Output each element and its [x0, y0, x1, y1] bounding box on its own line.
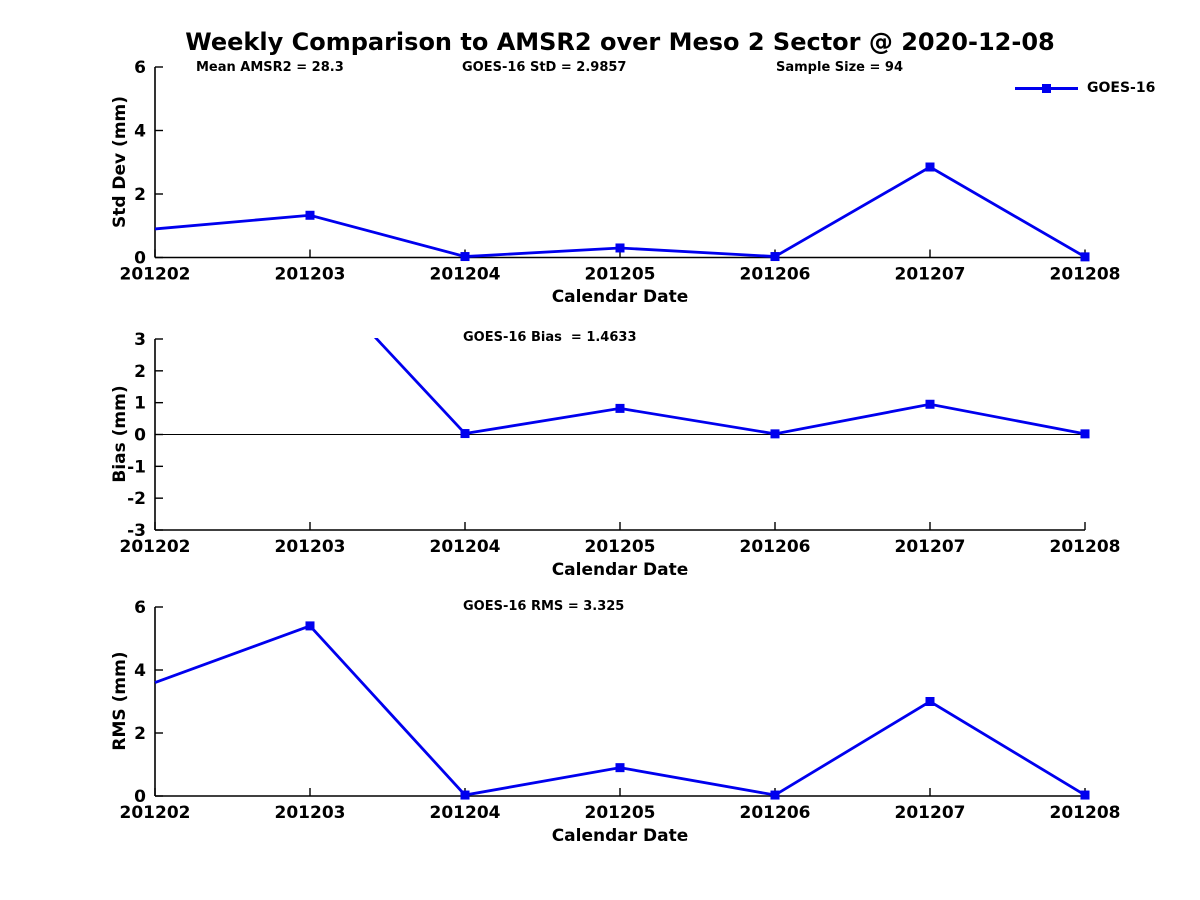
- x-tick-label: 201206: [740, 803, 811, 823]
- x-tick-label: 201203: [275, 803, 346, 823]
- data-point-marker: [615, 243, 625, 253]
- yaxis-label-stddev: Std Dev (mm): [110, 95, 130, 229]
- legend-square-marker-icon: [1042, 84, 1051, 93]
- y-tick-label: 6: [134, 58, 146, 78]
- annotation-goes16-bias: GOES-16 Bias = 1.4633: [463, 330, 637, 345]
- subplot-3: 201202 201203 201204 201205 201206 201207 2012…: [120, 598, 1121, 823]
- page-title: Weekly Comparison to AMSR2 over Meso 2 S…: [185, 28, 1055, 56]
- data-point-marker: [770, 429, 780, 439]
- y-tick-label: 2: [134, 724, 146, 744]
- x-tick-label: 201206: [740, 537, 811, 557]
- series-line-goes-16: [154, 165, 1086, 259]
- data-point-marker: [305, 210, 315, 220]
- subplot-1: 201202 201203 201204 201205 201206 201207 2012…: [120, 58, 1121, 285]
- y-tick-label: 2: [134, 362, 146, 382]
- data-point-marker: [770, 252, 780, 262]
- x-tick-label: 201202: [120, 265, 191, 285]
- subplot-2: 201202 201203 201204 201205 201206 201207 2012…: [120, 330, 1121, 557]
- x-tick-label: 201202: [120, 537, 191, 557]
- y-tick-label: 3: [134, 330, 146, 350]
- x-tick-label: 201204: [430, 265, 501, 285]
- y-tick-label: 2: [134, 185, 146, 205]
- data-point-marker: [460, 252, 470, 262]
- data-point-marker: [460, 429, 470, 439]
- yaxis-label-rms: RMS (mm): [110, 651, 130, 751]
- data-point-marker: [305, 621, 315, 631]
- y-tick-label: 4: [134, 661, 146, 681]
- data-point-marker: [925, 399, 935, 409]
- legend: GOES-16: [1015, 80, 1155, 96]
- x-tick-label: 201204: [430, 803, 501, 823]
- y-tick-label: -1: [127, 457, 146, 477]
- x-tick-label: 201203: [275, 265, 346, 285]
- y-tick-label: -2: [127, 489, 146, 509]
- annotation-sample-size: Sample Size = 94: [776, 60, 904, 75]
- annotation-goes16-rms: GOES-16 RMS = 3.325: [463, 599, 625, 614]
- x-tick-label: 201205: [585, 803, 656, 823]
- x-tick-label: 201204: [430, 537, 501, 557]
- x-tick-label: 201207: [895, 537, 966, 557]
- data-point-marker: [1080, 429, 1090, 439]
- y-tick-label: -3: [127, 521, 146, 541]
- x-tick-label: 201208: [1050, 803, 1121, 823]
- data-point-marker: [1080, 790, 1090, 800]
- y-tick-label: 6: [134, 598, 146, 618]
- data-point-marker: [925, 162, 935, 172]
- xaxis-label-stddev: Calendar Date: [551, 287, 689, 307]
- xaxis-label-bias: Calendar Date: [551, 560, 689, 580]
- data-point-marker: [615, 763, 625, 773]
- xaxis-label-rms: Calendar Date: [551, 826, 689, 846]
- data-point-marker: [615, 403, 625, 413]
- x-tick-label: 201207: [895, 265, 966, 285]
- legend-line-sample-icon: [1015, 80, 1078, 96]
- x-tick-label: 201202: [120, 803, 191, 823]
- data-point-marker: [925, 697, 935, 706]
- x-tick-label: 201205: [585, 265, 656, 285]
- legend-label: GOES-16: [1087, 80, 1156, 96]
- yaxis-label-bias: Bias (mm): [110, 385, 130, 483]
- y-tick-label: 0: [134, 787, 146, 807]
- x-tick-label: 201208: [1050, 265, 1121, 285]
- data-point-marker: [460, 790, 470, 800]
- x-tick-label: 201207: [895, 803, 966, 823]
- x-tick-label: 201206: [740, 265, 811, 285]
- annotation-goes16-std: GOES-16 StD = 2.9857: [462, 60, 627, 75]
- x-tick-label: 201203: [275, 537, 346, 557]
- y-tick-label: 0: [134, 426, 146, 446]
- data-point-marker: [770, 790, 780, 800]
- x-tick-label: 201205: [585, 537, 656, 557]
- data-point-marker: [1080, 252, 1090, 262]
- annotation-mean-amsr2: Mean AMSR2 = 28.3: [196, 60, 344, 75]
- y-tick-label: 1: [134, 394, 146, 414]
- y-tick-label: 4: [134, 122, 146, 142]
- x-tick-label: 201208: [1050, 537, 1121, 557]
- y-tick-label: 0: [134, 249, 146, 269]
